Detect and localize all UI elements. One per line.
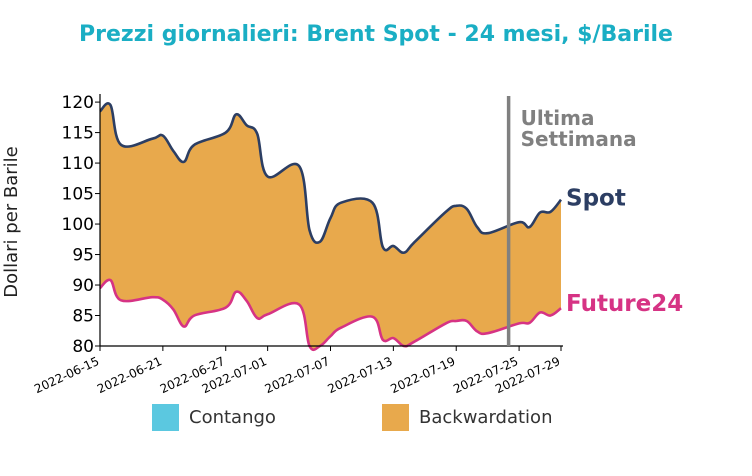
last-week-annotation-text: Ultima [521, 106, 595, 130]
y-tick-label: 95 [72, 246, 94, 266]
y-tick-label: 105 [62, 185, 94, 205]
y-tick-label: 110 [62, 154, 94, 174]
x-tick-label: 2022-07-07 [263, 354, 332, 396]
series-line-spot [99, 102, 563, 255]
x-tick-label: 2022-06-15 [32, 354, 101, 396]
y-tick-label: 120 [62, 93, 94, 113]
series-label-future24: Future24 [566, 291, 683, 317]
y-tick-label: 115 [62, 124, 94, 144]
series-line-future24 [99, 278, 562, 352]
y-tick-label: 80 [72, 337, 94, 357]
legend-label-backwardation: Backwardation [419, 407, 553, 428]
chart-title: Prezzi giornalieri: Brent Spot - 24 mesi… [79, 22, 673, 47]
series-labels-group: Spot Future24 [566, 186, 683, 318]
y-tick-label: 85 [72, 307, 94, 327]
legend-item-contango: Contango [152, 404, 276, 431]
x-tick-label: 2022-06-21 [95, 354, 164, 396]
series-lines-group [99, 102, 563, 352]
series-label-spot: Spot [566, 186, 626, 212]
legend-label-contango: Contango [189, 407, 276, 428]
y-axis-label: Dollari per Barile [1, 146, 22, 298]
legend-item-backwardation: Backwardation [382, 404, 552, 431]
x-tick-label: 2022-07-19 [388, 354, 457, 396]
last-week-annotation-text: Settimana [521, 127, 637, 151]
backwardation-area [100, 103, 561, 350]
spread-area-group [100, 103, 561, 350]
y-tick-label: 100 [62, 215, 94, 235]
x-tick-label: 2022-07-13 [325, 354, 394, 396]
legend-swatch-backwardation [382, 404, 409, 431]
y-tick-label: 90 [72, 276, 94, 296]
legend-swatch-contango [152, 404, 179, 431]
